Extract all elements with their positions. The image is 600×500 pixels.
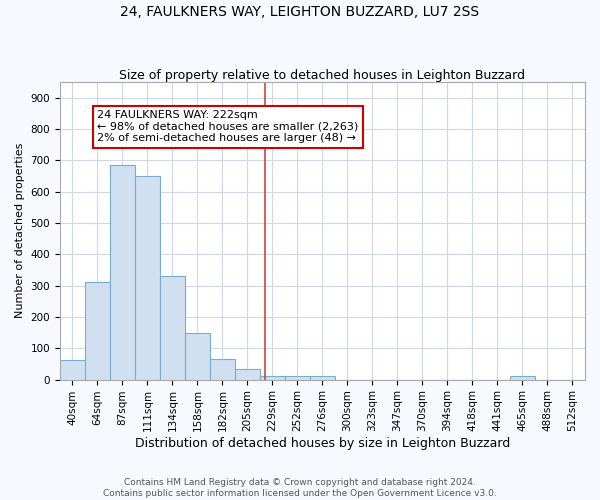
Bar — [160, 276, 185, 380]
Bar — [110, 165, 135, 380]
Title: Size of property relative to detached houses in Leighton Buzzard: Size of property relative to detached ho… — [119, 69, 526, 82]
Bar — [260, 376, 285, 380]
Text: Contains HM Land Registry data © Crown copyright and database right 2024.
Contai: Contains HM Land Registry data © Crown c… — [103, 478, 497, 498]
Bar — [85, 282, 110, 380]
Bar — [235, 368, 260, 380]
Text: 24 FAULKNERS WAY: 222sqm
← 98% of detached houses are smaller (2,263)
2% of semi: 24 FAULKNERS WAY: 222sqm ← 98% of detach… — [97, 110, 359, 144]
Text: 24, FAULKNERS WAY, LEIGHTON BUZZARD, LU7 2SS: 24, FAULKNERS WAY, LEIGHTON BUZZARD, LU7… — [121, 5, 479, 19]
X-axis label: Distribution of detached houses by size in Leighton Buzzard: Distribution of detached houses by size … — [135, 437, 510, 450]
Bar — [510, 376, 535, 380]
Bar — [135, 176, 160, 380]
Bar — [285, 376, 310, 380]
Bar — [210, 359, 235, 380]
Bar — [185, 332, 210, 380]
Y-axis label: Number of detached properties: Number of detached properties — [15, 143, 25, 318]
Bar — [310, 376, 335, 380]
Bar — [60, 360, 85, 380]
